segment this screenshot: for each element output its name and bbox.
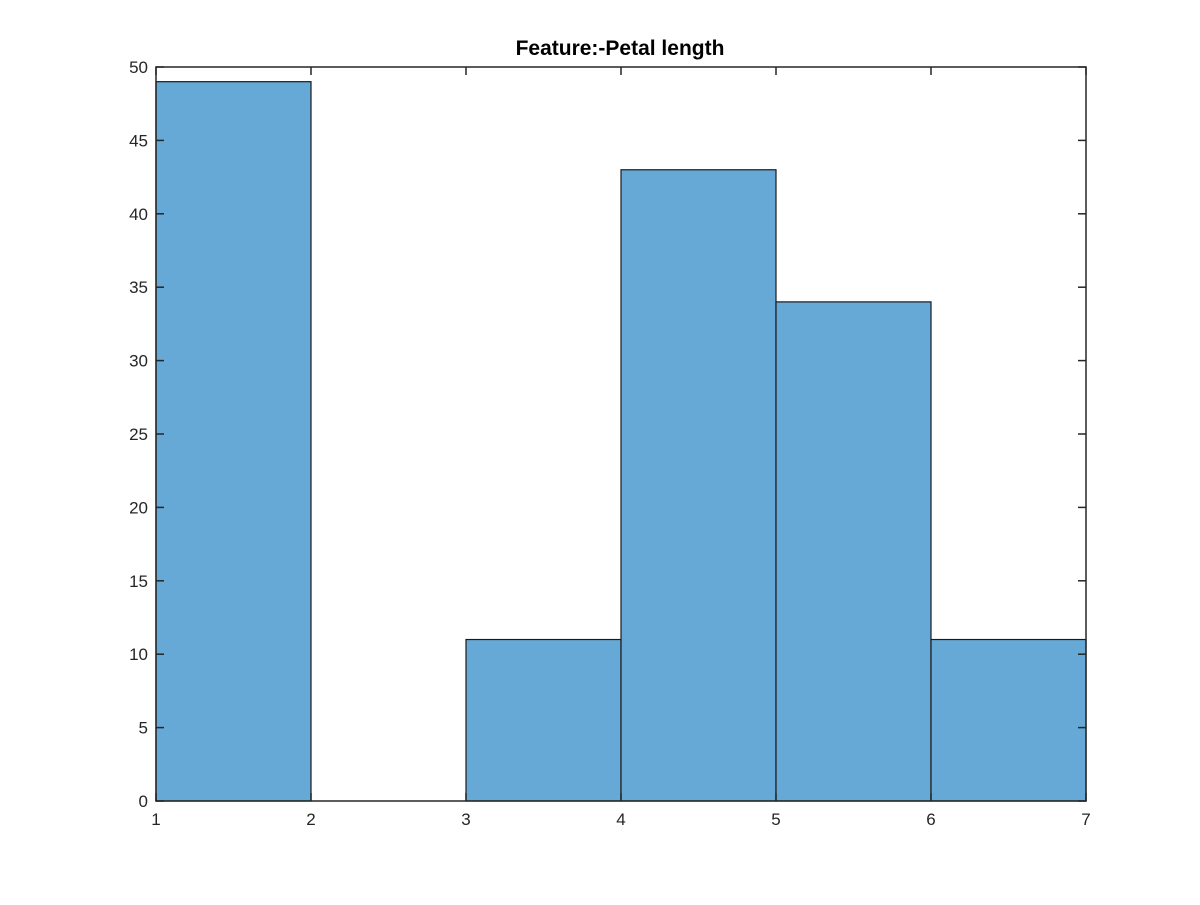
histogram-bar-2 — [465, 638, 622, 802]
x-tick-label: 2 — [306, 810, 315, 829]
x-tick-label: 6 — [926, 810, 935, 829]
y-tick-label: 45 — [129, 131, 148, 150]
x-tick-label: 5 — [771, 810, 780, 829]
y-tick-label: 35 — [129, 278, 148, 297]
y-tick-label: 10 — [129, 645, 148, 664]
histogram-bar-5 — [930, 638, 1087, 802]
histogram-bar-4 — [775, 301, 932, 802]
bars-group — [155, 81, 1087, 802]
x-tick-label: 3 — [461, 810, 470, 829]
y-tick-label: 20 — [129, 498, 148, 517]
y-tick-label: 25 — [129, 425, 148, 444]
y-tick-label: 30 — [129, 352, 148, 371]
x-tick-label: 4 — [616, 810, 625, 829]
y-tick-label: 50 — [129, 58, 148, 77]
histogram-bar-0 — [155, 81, 312, 802]
x-tick-label: 1 — [151, 810, 160, 829]
y-tick-label: 5 — [139, 719, 148, 738]
y-tick-label: 0 — [139, 792, 148, 811]
y-tick-label: 15 — [129, 572, 148, 591]
x-tick-label: 7 — [1081, 810, 1090, 829]
y-tick-label: 40 — [129, 205, 148, 224]
histogram-bar-3 — [620, 169, 777, 802]
chart-title: Feature:-Petal length — [516, 37, 725, 60]
